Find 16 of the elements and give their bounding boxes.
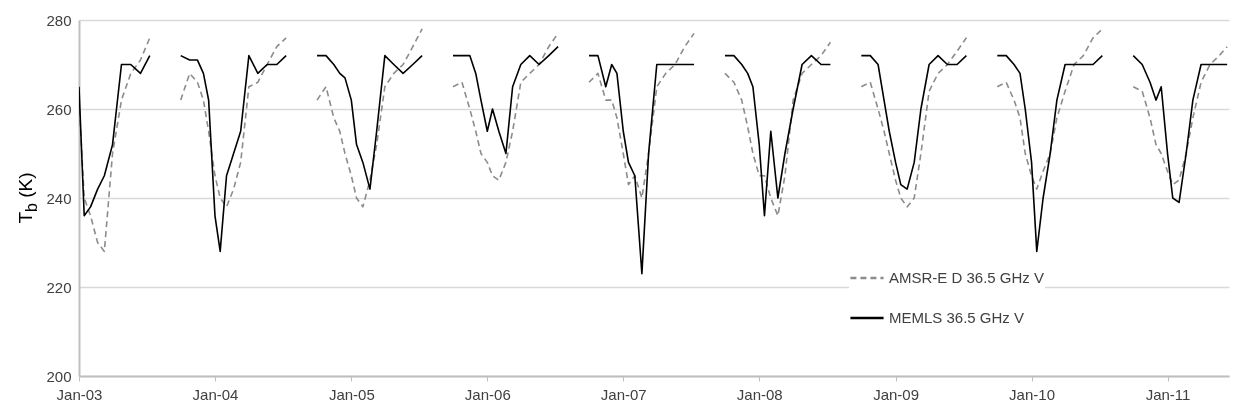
- x-tick-label: Jan-09: [873, 385, 920, 403]
- x-tick-label: Jan-06: [464, 385, 511, 403]
- legend-label: MEMLS 36.5 GHz V: [889, 309, 1025, 326]
- x-tick-label: Jan-03: [56, 385, 103, 403]
- y-tick-label: 240: [46, 189, 72, 207]
- y-tick-label: 200: [46, 367, 72, 385]
- x-tick-label: Jan-04: [192, 385, 239, 403]
- legend-label: AMSR-E D 36.5 GHz V: [889, 269, 1045, 286]
- y-tick-label: 220: [46, 278, 72, 296]
- x-tick-label: Jan-07: [600, 385, 647, 403]
- x-tick-label: Jan-08: [736, 385, 783, 403]
- y-tick-label: 260: [46, 100, 72, 118]
- x-tick-label: Jan-10: [1009, 385, 1055, 403]
- y-tick-label: 280: [46, 11, 72, 29]
- x-tick-label: Jan-05: [328, 385, 375, 403]
- x-tick-label: Jan-11: [1145, 385, 1191, 403]
